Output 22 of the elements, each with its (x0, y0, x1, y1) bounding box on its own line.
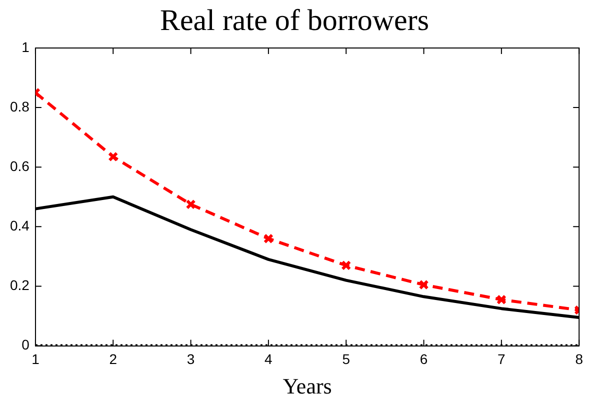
point (341, 260, 352, 270)
x-tick-label: 8 (575, 351, 584, 368)
point (263, 234, 274, 244)
x-tick-label: 5 (342, 351, 350, 368)
y-tick-label: 0.2 (10, 277, 30, 294)
y-tick-label: 0 (22, 336, 30, 353)
point (496, 294, 506, 305)
x-tick-label: 6 (420, 351, 428, 368)
x-axis-title: Years (282, 374, 332, 399)
x-tick-label: 4 (264, 351, 273, 368)
y-tick-label: 1 (22, 38, 30, 55)
point (186, 199, 196, 210)
y-tick-label: 0.4 (10, 218, 30, 234)
point (418, 280, 429, 290)
y-tick-label: 0.8 (10, 98, 30, 114)
x-tick-label: 3 (186, 351, 195, 368)
chart-title: Real rate of borrowers (160, 4, 430, 37)
point (108, 152, 118, 162)
x-tick-label: 7 (498, 351, 506, 368)
y-tick-label: 0.6 (10, 158, 30, 174)
x-tick-label: 1 (32, 351, 40, 368)
x-tick-label: 2 (109, 351, 118, 368)
